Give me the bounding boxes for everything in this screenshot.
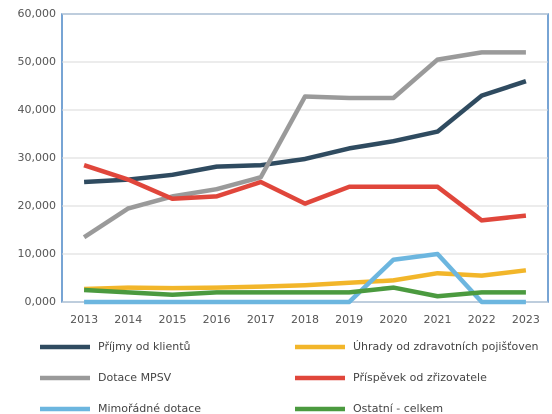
x-tick-label: 2017: [247, 313, 275, 326]
x-tick-label: 2020: [379, 313, 407, 326]
y-tick-label: 10,000: [18, 247, 57, 260]
y-tick-label: 60,000: [18, 7, 57, 20]
x-tick-label: 2016: [203, 313, 231, 326]
legend-label: Dotace MPSV: [98, 371, 172, 384]
legend-label: Příspěvek od zřizovatele: [353, 371, 487, 384]
series-line: [84, 268, 527, 292]
x-tick-label: 2014: [114, 313, 142, 326]
series-line: [84, 251, 526, 305]
y-tick-label: 20,000: [18, 199, 57, 212]
series-line: [83, 285, 526, 299]
legend-label: Ostatní - celkem: [353, 402, 443, 414]
x-tick-label: 2021: [424, 313, 452, 326]
legend-label: Úhrady od zdravotních pojišťoven: [353, 340, 538, 353]
x-tick-label: 2018: [291, 313, 319, 326]
x-tick-label: 2015: [158, 313, 186, 326]
series-line: [83, 163, 527, 223]
x-tick-label: 2023: [512, 313, 540, 326]
legend-label: Mimořádné dotace: [98, 402, 201, 414]
legend-label: Příjmy od klientů: [98, 340, 191, 353]
series-line: [83, 79, 527, 185]
y-tick-label: 30,000: [18, 151, 57, 164]
series-line: [82, 50, 526, 240]
x-tick-label: 2013: [70, 313, 98, 326]
y-tick-label: 50,000: [18, 55, 57, 68]
y-tick-label: 0,000: [25, 295, 57, 308]
x-tick-label: 2022: [468, 313, 496, 326]
legend: Příjmy od klientů Úhrady od zdravotních p…: [40, 340, 538, 414]
x-tick-label: 2019: [335, 313, 363, 326]
y-tick-label: 40,000: [18, 103, 57, 116]
